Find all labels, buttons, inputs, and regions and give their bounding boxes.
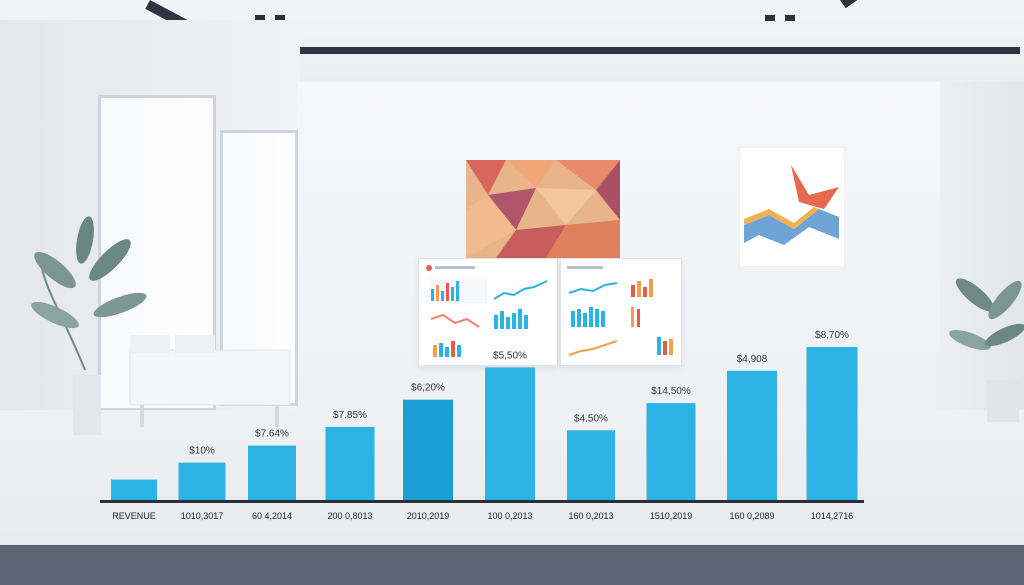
right-wall bbox=[940, 82, 1024, 412]
bar-data-label: $14,50% bbox=[651, 386, 691, 397]
arrow-painting bbox=[739, 147, 845, 267]
bar-data-label: $6,20% bbox=[411, 383, 445, 394]
chart-bar bbox=[111, 479, 157, 500]
x-tick-label: REVENUE bbox=[112, 511, 156, 521]
bar-data-label: $10% bbox=[189, 446, 215, 457]
ceiling-light bbox=[255, 15, 265, 21]
bar-data-label: $4,908 bbox=[737, 354, 768, 365]
ceiling-light bbox=[785, 15, 795, 21]
bar-data-label: $4.50% bbox=[574, 413, 608, 424]
chart-bar bbox=[248, 445, 296, 500]
x-tick-label: 1014,2716 bbox=[811, 511, 854, 521]
x-tick-label: 1010,3017 bbox=[181, 511, 224, 521]
bar-data-label: $7.64% bbox=[255, 429, 289, 440]
chart-bar bbox=[403, 399, 453, 500]
chart-bar bbox=[485, 367, 535, 500]
x-tick-label: 200 0,8013 bbox=[327, 511, 372, 521]
chart-bar bbox=[646, 403, 696, 500]
ceiling-light bbox=[275, 15, 285, 21]
x-tick-label: 160 0,2089 bbox=[729, 511, 774, 521]
x-tick-label: 2010,2019 bbox=[407, 511, 450, 521]
ceiling-light bbox=[765, 15, 775, 21]
bar-data-label: $5,50% bbox=[493, 350, 527, 361]
chart-bar bbox=[727, 370, 777, 500]
ceiling-beam bbox=[180, 47, 1020, 54]
geometric-painting bbox=[466, 160, 620, 258]
bar-data-label: $8,70% bbox=[815, 330, 849, 341]
chart-bar bbox=[567, 430, 615, 500]
bar-data-label: $7.85% bbox=[333, 410, 367, 421]
armchair bbox=[129, 335, 291, 427]
bottom-band bbox=[0, 545, 1024, 585]
chart-bar bbox=[178, 462, 226, 500]
potted-plant bbox=[31, 216, 147, 435]
dashboard-panel bbox=[418, 258, 558, 366]
x-tick-label: 100 0,2013 bbox=[487, 511, 532, 521]
potted-plant bbox=[949, 278, 1024, 422]
x-tick-label: 1510,2019 bbox=[650, 511, 693, 521]
chart-bar bbox=[325, 426, 375, 500]
dashboard-panel bbox=[560, 258, 682, 366]
chart-bar bbox=[806, 347, 858, 500]
x-tick-label: 60 4,2014 bbox=[252, 511, 292, 521]
x-tick-label: 160 0,2013 bbox=[568, 511, 613, 521]
